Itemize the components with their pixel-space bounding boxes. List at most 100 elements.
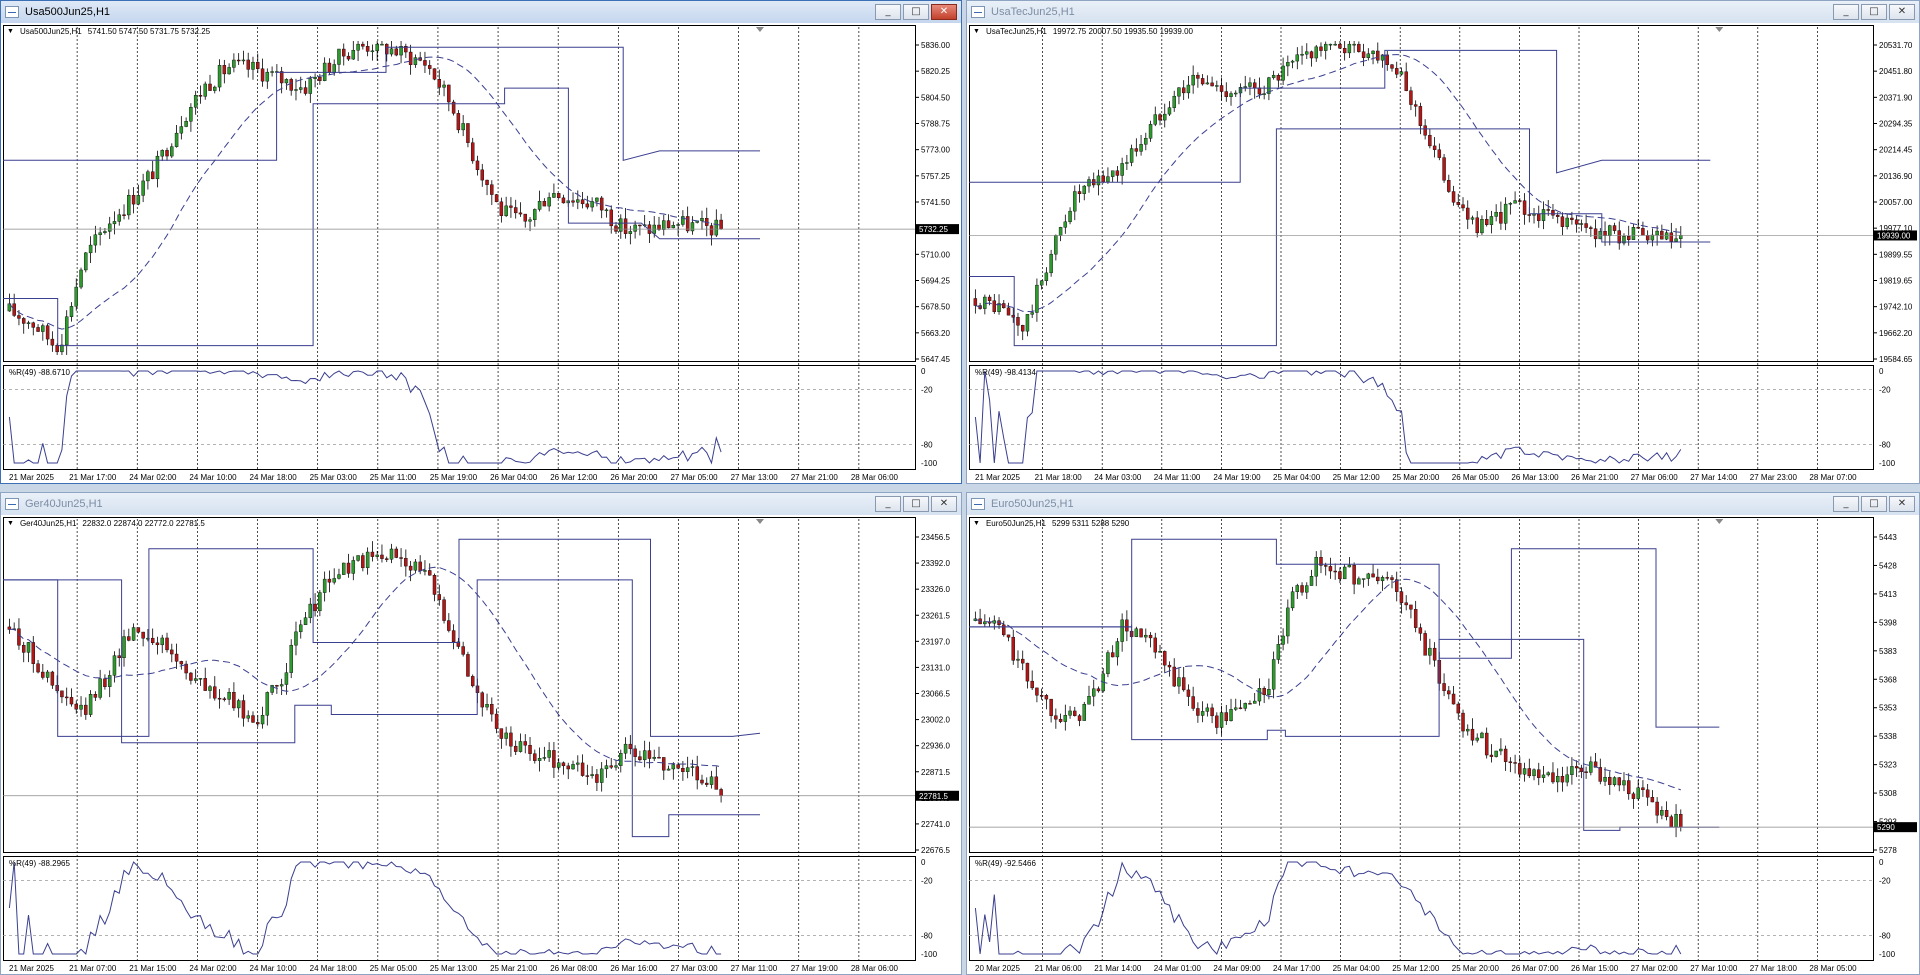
main-pane-border (3, 517, 916, 853)
bullish-candle (131, 627, 136, 641)
window-titlebar[interactable]: Usa500Jun25,H1 _ □ ✕ (1, 1, 961, 23)
window-titlebar[interactable]: Euro50Jun25,H1 _ □ ✕ (967, 493, 1919, 515)
minimize-button[interactable]: _ (875, 496, 901, 512)
bullish-candle (676, 224, 680, 226)
bearish-candle (638, 224, 642, 227)
bearish-candle (1574, 219, 1579, 225)
time-axis-label: 26 Mar 07:00 (1511, 964, 1559, 973)
price-chart[interactable]: 21 Mar 2025 21 Mar 17:00 24 Mar 02:00 24 Ma… (3, 25, 961, 483)
bearish-candle (461, 646, 465, 655)
bearish-candle (346, 55, 351, 60)
time-axis-label: 24 Mar 10:00 (250, 964, 298, 973)
bearish-candle (973, 298, 978, 306)
bearish-candle (1002, 624, 1006, 636)
time-axis-label: 28 Mar 05:00 (1809, 964, 1857, 973)
chart-canvas[interactable]: 20 Mar 2025 21 Mar 06:00 21 Mar 14:00 24 Ma… (969, 517, 1919, 974)
bullish-candle (45, 671, 50, 678)
chart-shift-marker[interactable] (1715, 27, 1724, 32)
minimize-icon: _ (1843, 498, 1849, 509)
bearish-candle (992, 300, 997, 312)
bearish-candle (466, 654, 470, 677)
chart-window-w4[interactable]: Euro50Jun25,H1 _ □ ✕ 20 Mar 2025 21 Mar 06:00… (966, 492, 1920, 975)
window-title: Euro50Jun25,H1 (991, 498, 1074, 510)
bullish-candle (1380, 54, 1385, 61)
price-axis-label: 5663.20 (921, 329, 950, 338)
close-button[interactable]: ✕ (931, 4, 957, 20)
bullish-candle (79, 704, 83, 710)
price-chart[interactable]: 21 Mar 2025 21 Mar 18:00 24 Mar 03:00 24 Ma… (969, 25, 1919, 483)
time-axis-label: 27 Mar 11:00 (731, 964, 778, 973)
minimize-button[interactable]: _ (1833, 496, 1859, 512)
chart-canvas[interactable]: 21 Mar 2025 21 Mar 18:00 24 Mar 03:00 24 Ma… (969, 25, 1919, 483)
close-button[interactable]: ✕ (1889, 496, 1915, 512)
bearish-candle (709, 225, 714, 236)
bearish-candle (41, 671, 45, 678)
dropdown-icon[interactable]: ▼ (7, 28, 14, 35)
indicator-label: %R(49) -92.5466 (975, 859, 1036, 868)
moving-average-line (975, 54, 1681, 313)
bearish-candle (1489, 754, 1494, 757)
bearish-candle (1181, 677, 1186, 691)
bearish-candle (17, 628, 21, 646)
dropdown-icon[interactable]: ▼ (973, 28, 980, 35)
chart-shift-marker[interactable] (755, 519, 764, 524)
chart-shift-marker[interactable] (755, 27, 764, 32)
bullish-candle (1380, 577, 1385, 582)
bullish-candle (1058, 227, 1063, 236)
bearish-candle (1101, 175, 1105, 183)
bullish-candle (213, 86, 217, 91)
bullish-candle (1267, 689, 1271, 696)
time-axis-label: 24 Mar 02:00 (129, 473, 177, 482)
chart-window-w1[interactable]: Usa500Jun25,H1 _ □ ✕ 21 Mar 2025 21 Mar 17:00… (0, 0, 962, 484)
dropdown-icon[interactable]: ▼ (7, 520, 14, 527)
chart-shift-marker[interactable] (1715, 519, 1724, 524)
chart-canvas[interactable]: 21 Mar 2025 21 Mar 17:00 24 Mar 02:00 24 Ma… (3, 25, 961, 483)
bearish-candle (408, 565, 413, 571)
chart-window-w2[interactable]: UsaTecJun25,H1 _ □ ✕ 21 Mar 2025 21 Mar 18:00… (966, 0, 1920, 484)
bearish-candle (208, 83, 212, 91)
bearish-candle (1484, 219, 1489, 225)
maximize-button[interactable]: □ (903, 496, 929, 512)
time-axis-label: 26 Mar 13:00 (1511, 473, 1559, 482)
minimize-button[interactable]: _ (1833, 4, 1859, 20)
chart-canvas[interactable]: 21 Mar 2025 21 Mar 07:00 21 Mar 15:00 24 Ma… (3, 517, 961, 974)
maximize-button[interactable]: □ (1861, 496, 1887, 512)
window-titlebar[interactable]: Ger40Jun25,H1 _ □ ✕ (1, 493, 961, 515)
maximize-button[interactable]: □ (903, 4, 929, 20)
dropdown-icon[interactable]: ▼ (973, 520, 980, 527)
bearish-candle (1527, 214, 1532, 216)
bullish-candle (389, 48, 394, 55)
indicator-level-label: 0 (1879, 367, 1884, 376)
time-axis-label: 24 Mar 03:00 (1094, 473, 1142, 482)
price-chart[interactable]: 20 Mar 2025 21 Mar 06:00 21 Mar 14:00 24 Ma… (969, 517, 1919, 974)
bearish-candle (1376, 50, 1380, 61)
chart-window-w3[interactable]: Ger40Jun25,H1 _ □ ✕ 21 Mar 2025 21 Mar 07:00 2… (0, 492, 962, 975)
close-button[interactable]: ✕ (1889, 4, 1915, 20)
window-titlebar[interactable]: UsaTecJun25,H1 _ □ ✕ (967, 1, 1919, 23)
close-button[interactable]: ✕ (931, 496, 957, 512)
bearish-candle (1404, 602, 1408, 606)
bearish-candle (1461, 204, 1465, 209)
bullish-candle (537, 758, 542, 761)
price-chart[interactable]: 21 Mar 2025 21 Mar 07:00 21 Mar 15:00 24 Ma… (3, 517, 961, 974)
bearish-candle (1584, 223, 1588, 228)
bullish-candle (461, 123, 465, 131)
bullish-candle (1200, 711, 1205, 716)
maximize-button[interactable]: □ (1861, 4, 1887, 20)
bearish-candle (1016, 317, 1020, 326)
price-axis-label: 5398 (1879, 618, 1897, 627)
bullish-candle (351, 50, 356, 60)
bearish-candle (1503, 748, 1508, 762)
moving-average-line (9, 566, 722, 768)
channel-lower-line (969, 626, 1720, 831)
bearish-candle (585, 203, 590, 208)
bullish-candle (1541, 774, 1546, 778)
minimize-button[interactable]: _ (875, 4, 901, 20)
bearish-candle (1376, 576, 1380, 582)
bearish-candle (203, 678, 207, 691)
bearish-candle (1006, 634, 1011, 638)
bullish-candle (1305, 585, 1309, 593)
indicator-level-label: -80 (921, 441, 933, 450)
bearish-candle (60, 690, 64, 698)
bullish-candle (1257, 688, 1262, 702)
